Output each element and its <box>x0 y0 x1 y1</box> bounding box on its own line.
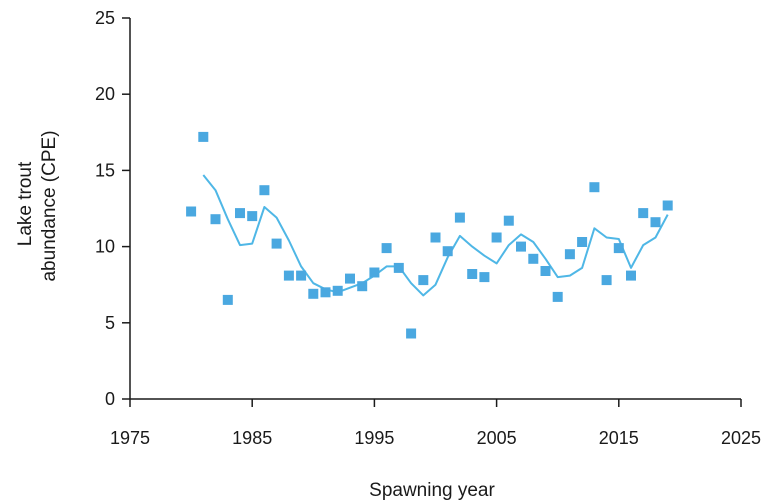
trend-line <box>202 174 669 297</box>
y-ticks: 0 5 10 15 20 25 <box>95 8 130 409</box>
y-tick-label-20: 20 <box>95 84 115 104</box>
data-point-1983 <box>222 294 233 305</box>
data-point-2006 <box>503 215 514 226</box>
x-tick-label-1975: 1975 <box>110 428 150 448</box>
data-point-2010 <box>552 291 563 302</box>
data-point-2013 <box>589 182 600 193</box>
data-point-1996 <box>381 243 392 254</box>
data-point-1998 <box>406 328 417 339</box>
data-point-2011 <box>564 249 575 260</box>
x-tick-label-2025: 2025 <box>721 428 761 448</box>
data-point-1989 <box>296 270 307 281</box>
data-point-1980 <box>186 206 197 217</box>
data-points <box>186 131 673 339</box>
data-point-1999 <box>418 275 429 286</box>
data-point-1994 <box>357 281 368 292</box>
data-point-1984 <box>235 208 245 219</box>
data-point-2005 <box>491 232 502 243</box>
data-point-1982 <box>210 214 221 225</box>
data-point-2001 <box>442 246 453 257</box>
data-point-1988 <box>283 270 294 281</box>
data-point-1993 <box>345 273 355 284</box>
y-tick-label-15: 15 <box>95 160 115 180</box>
x-tick-label-2015: 2015 <box>599 428 639 448</box>
data-point-1985 <box>247 211 258 222</box>
data-point-2008 <box>528 253 539 264</box>
data-point-2012 <box>577 237 588 247</box>
x-tick-label-1995: 1995 <box>354 428 394 448</box>
y-tick-label-25: 25 <box>95 8 115 28</box>
data-point-2000 <box>430 232 441 243</box>
x-ticks: 1975 1985 1995 2005 2015 2025 <box>110 399 761 448</box>
y-tick-label-10: 10 <box>95 237 115 257</box>
y-tick-label-5: 5 <box>105 313 115 333</box>
y-tick-label-0: 0 <box>105 389 115 409</box>
data-point-1986 <box>259 185 270 196</box>
data-point-2016 <box>626 270 636 281</box>
data-point-2007 <box>516 241 526 252</box>
data-point-1991 <box>320 287 331 298</box>
y-axis-title-line-2: abundance (CPE) <box>39 130 60 281</box>
data-point-1992 <box>332 285 343 296</box>
data-point-2002 <box>454 212 465 223</box>
data-point-2017 <box>638 208 649 219</box>
x-tick-label-2005: 2005 <box>477 428 517 448</box>
data-point-2015 <box>613 243 624 254</box>
data-point-2019 <box>662 200 673 211</box>
data-point-2009 <box>540 266 551 276</box>
data-point-2014 <box>601 275 612 286</box>
data-point-1987 <box>271 238 282 249</box>
y-axis-title-line-1: Lake trout <box>15 161 36 246</box>
x-axis-title: Spawning year <box>369 480 495 501</box>
data-point-1997 <box>393 262 404 273</box>
data-point-2003 <box>467 269 478 279</box>
data-point-2004 <box>479 272 490 283</box>
plot-area <box>186 131 673 339</box>
data-point-1981 <box>198 131 209 142</box>
data-point-1995 <box>369 267 380 278</box>
data-point-2018 <box>650 217 661 228</box>
x-tick-label-1985: 1985 <box>232 428 272 448</box>
data-point-1990 <box>308 288 319 299</box>
